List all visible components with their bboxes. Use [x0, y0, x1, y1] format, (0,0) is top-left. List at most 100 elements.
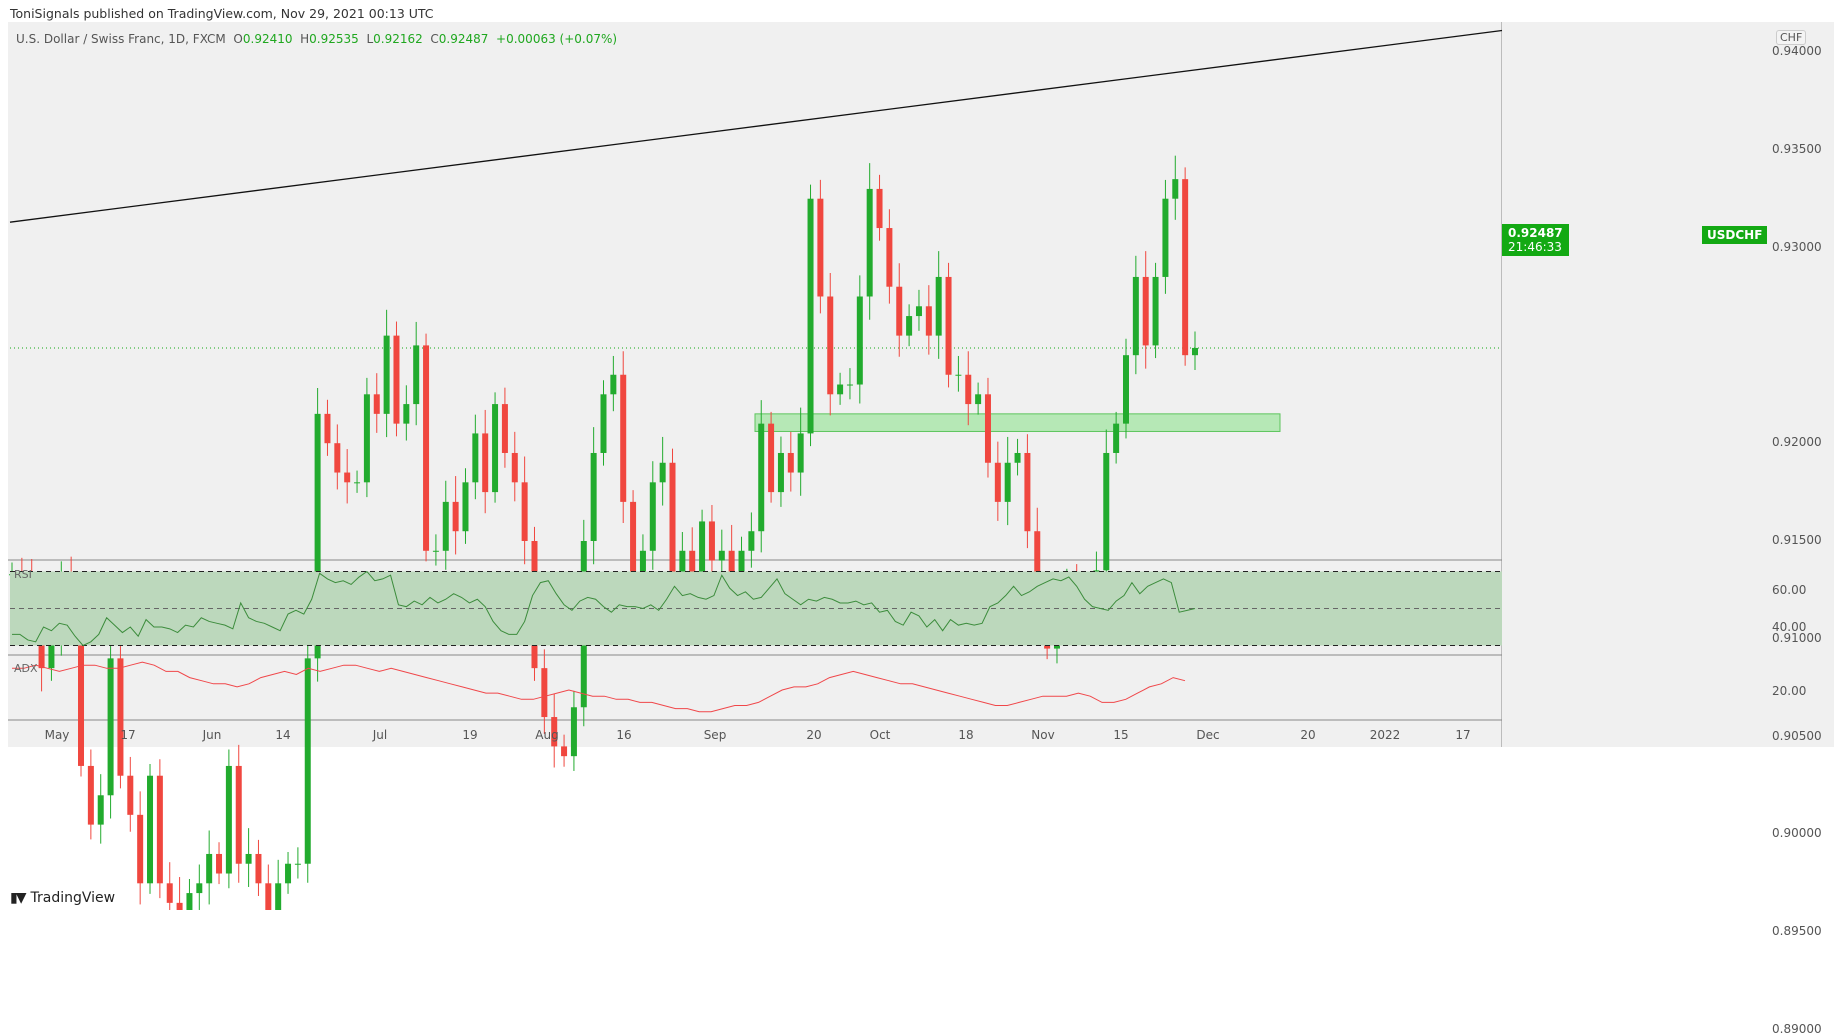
candle-body [344, 472, 351, 483]
candle-body [1103, 452, 1110, 571]
candle-body [570, 707, 577, 757]
time-label: May [44, 728, 70, 742]
adx-tick: 20.00 [1772, 684, 1807, 698]
publish-info: ToniSignals published on TradingView.com… [10, 6, 434, 21]
candle-body [561, 746, 568, 757]
candle-body [423, 345, 430, 551]
change-value: +0.00063 (+0.07%) [496, 32, 618, 46]
candle-body [413, 345, 420, 405]
chart-canvas[interactable] [0, 0, 1834, 910]
candle-body [432, 550, 439, 552]
candle-body [324, 413, 331, 444]
candle-body [442, 501, 449, 551]
candle-body [166, 883, 173, 903]
candle-body [97, 795, 104, 825]
time-label: Oct [869, 728, 891, 742]
candle-body [738, 550, 745, 581]
candle-body [1152, 276, 1159, 346]
candle-body [275, 883, 282, 910]
candle-body [1162, 198, 1169, 277]
candle-body [393, 335, 400, 424]
candle-body [649, 482, 656, 551]
brand-name: TradingView [30, 890, 116, 906]
candle-body [78, 609, 85, 766]
candle-body [837, 384, 844, 395]
candle-body [758, 423, 765, 532]
candle-body [1122, 355, 1129, 424]
candle-body [708, 521, 715, 561]
candle-body [363, 394, 370, 483]
price-tick: 0.90000 [1772, 826, 1822, 841]
candle-body [304, 658, 311, 864]
candle-body [285, 863, 292, 884]
bar-countdown: 21:46:33 [1508, 240, 1562, 254]
candle-body [777, 452, 784, 493]
candle-body [472, 433, 479, 483]
time-label: 19 [462, 728, 478, 742]
candle-body [679, 550, 686, 581]
candle-body [659, 462, 666, 483]
candle-body [225, 765, 232, 874]
close-label: C [430, 32, 439, 46]
candle-body [1172, 179, 1179, 199]
candle-body [521, 482, 528, 541]
price-tick: 0.91000 [1772, 630, 1822, 645]
candle-body [768, 423, 775, 493]
candle-body [176, 902, 183, 910]
candle-body [965, 374, 972, 405]
candle-body [216, 853, 223, 874]
candle-body [984, 394, 991, 463]
price-tick: 0.93000 [1772, 239, 1822, 254]
candle-body [748, 531, 755, 551]
candle-body [334, 443, 341, 473]
candle-body [994, 462, 1001, 502]
time-label: Jul [372, 728, 388, 742]
candle-body [117, 658, 124, 776]
ohlc-legend: U.S. Dollar / Swiss Franc, 1D, FXCM O0.9… [16, 32, 617, 46]
candle-body [452, 501, 459, 532]
high-value: 0.92535 [309, 32, 359, 46]
candle-body [1113, 423, 1120, 453]
price-tick: 0.90500 [1772, 728, 1822, 743]
candle-body [511, 452, 518, 483]
candle-body [265, 883, 272, 910]
candle-body [137, 814, 144, 884]
rsi-line [12, 570, 1196, 647]
candle-body [354, 482, 361, 484]
candle-body [373, 394, 380, 414]
price-tick: 0.89000 [1772, 1022, 1822, 1036]
candle-body [482, 433, 489, 493]
currency-button[interactable]: CHF [1776, 30, 1807, 45]
time-label: Jun [202, 728, 222, 742]
adx-label: ADX [14, 662, 38, 675]
time-label: 20 [1300, 728, 1316, 742]
time-label: 16 [616, 728, 632, 742]
candle-body [827, 296, 834, 395]
candle-body [147, 775, 154, 884]
price-tick: 0.93500 [1772, 141, 1822, 156]
candle-body [590, 452, 597, 541]
candle-body [196, 883, 203, 894]
high-label: H [300, 32, 310, 46]
candle-body [255, 853, 262, 884]
price-tick: 0.91500 [1772, 533, 1822, 547]
current-price-tag: 0.92487 21:46:33 [1502, 224, 1569, 256]
candle-body [975, 394, 982, 405]
low-label: L [366, 32, 374, 46]
price-tick: 0.89500 [1772, 924, 1822, 939]
candle-body [87, 765, 94, 825]
low-value: 0.92162 [373, 32, 423, 46]
tradingview-footer[interactable]: ▮▼ TradingView [10, 890, 115, 906]
candle-body [1182, 179, 1189, 356]
candle-body [846, 384, 853, 386]
candle-body [876, 188, 883, 229]
time-label: 15 [1113, 728, 1129, 742]
candle-body [107, 658, 114, 796]
time-label: 14 [275, 728, 291, 742]
candle-body [630, 501, 637, 581]
candle-body [245, 853, 252, 864]
candle-body [206, 853, 213, 884]
candle-body [156, 775, 163, 884]
candle-body [955, 374, 962, 376]
price-tick: 0.92000 [1772, 435, 1822, 450]
